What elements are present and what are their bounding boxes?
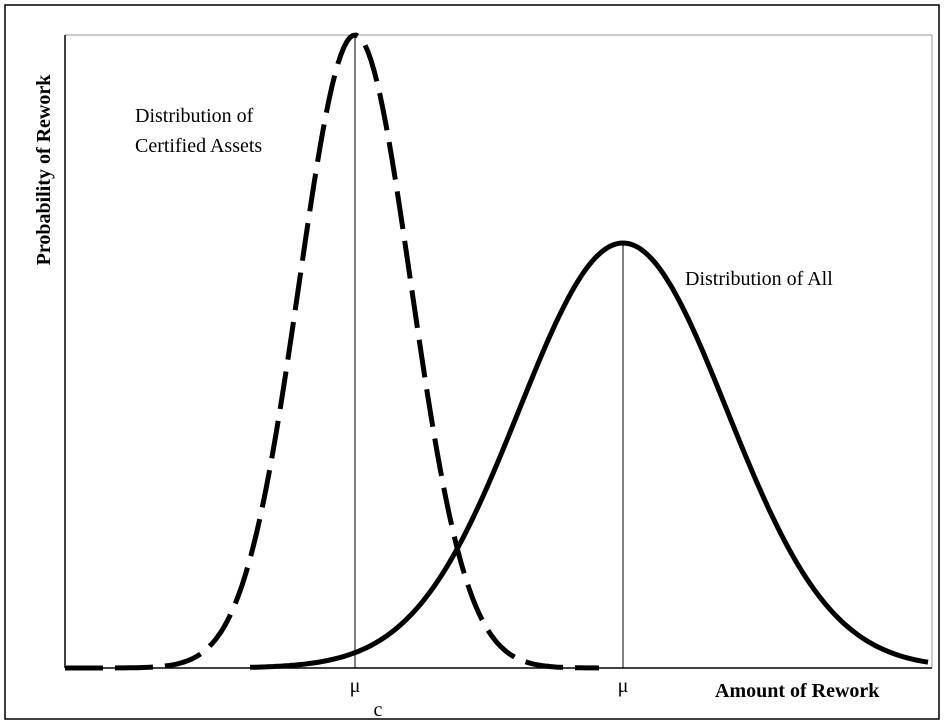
all-curve [249,240,929,670]
certified-curve [65,32,600,671]
x-axis-label: Amount of Rework [715,680,880,702]
y-axis-label: Probability of Rework [33,74,55,266]
annotation: Distribution of All [685,268,833,290]
annotation: Distribution of [135,105,254,127]
marker-symbol: μ [350,675,361,697]
marker-symbol: μ [618,675,629,697]
outer-frame [4,4,940,720]
marker-subscript: c [374,699,383,721]
annotation: Certified Assets [135,135,262,157]
